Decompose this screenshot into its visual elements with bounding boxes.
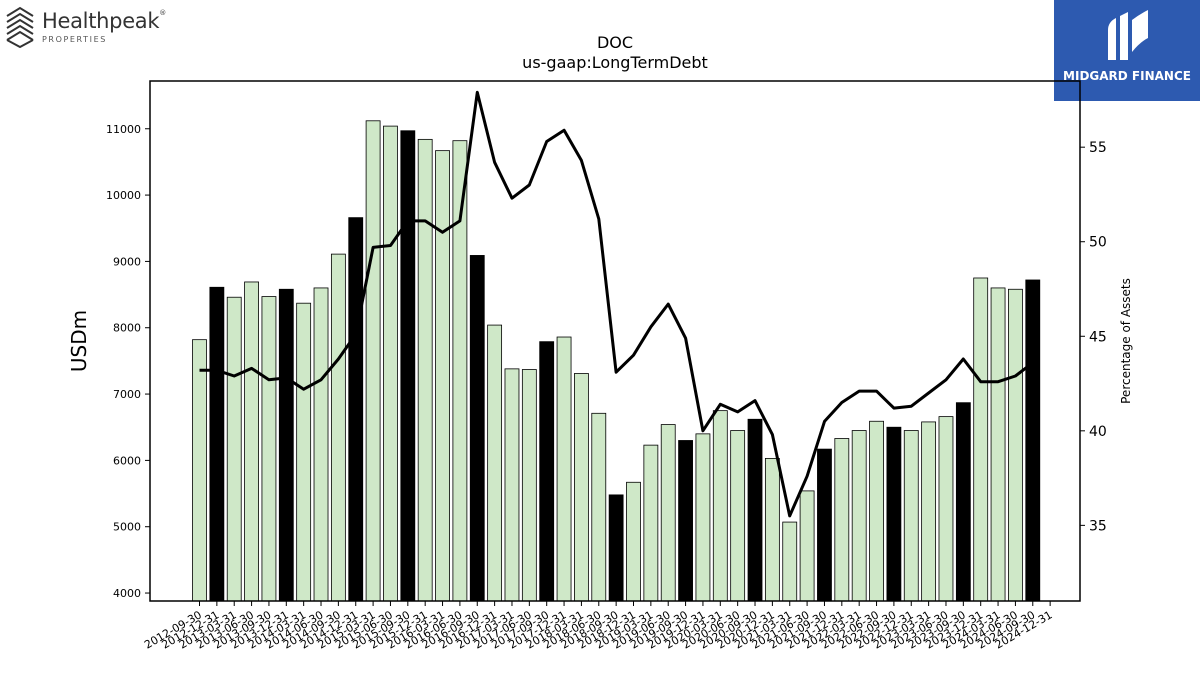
bar [712,410,728,602]
bar [973,277,989,602]
y2-axis-ticks: 35 40 45 50 55 [1080,140,1107,534]
bar [608,494,624,602]
bar [1025,279,1041,602]
bar [626,481,641,602]
bar [226,296,242,602]
bar [678,440,693,602]
bar [556,336,572,602]
y-tick-label: 5000 [113,521,141,534]
line-series [199,90,1034,518]
healthpeak-brand-text: Healthpeak® [42,9,166,33]
bar [504,368,520,602]
bar [817,448,832,602]
bar [851,430,867,602]
healthpeak-sub-text: PROPERTIES [42,35,107,44]
chart-title: DOC [597,33,633,52]
bar [469,255,485,602]
bar [278,288,294,602]
bar [417,138,433,602]
bar [1008,288,1023,602]
y-tick-label: 11000 [106,123,141,136]
bar [643,444,659,602]
bar [330,253,346,602]
plot-frame [149,80,1081,602]
bar [591,412,607,602]
y2-axis-label: Percentage of Assets [1119,278,1133,404]
y-tick-label: 10000 [106,189,141,202]
bar [764,457,780,602]
y2-tick-label: 45 [1089,329,1107,345]
y-tick-label: 9000 [113,255,141,268]
y-axis-ticks: 4000 5000 6000 7000 8000 9000 10000 11000 [106,123,150,600]
bar [244,281,259,602]
bar [435,150,450,602]
bar [938,416,954,602]
bar [955,402,971,602]
bar [521,369,537,602]
healthpeak-logo: Healthpeak® PROPERTIES [4,4,174,49]
y2-tick-label: 55 [1089,140,1107,156]
y-tick-label: 6000 [113,454,141,467]
bar [192,339,207,602]
bar [921,421,937,602]
bar [660,424,676,602]
bar [209,286,225,602]
y-tick-label: 4000 [113,587,141,600]
bar [782,521,798,602]
y2-tick-label: 50 [1089,235,1107,251]
bar [400,130,416,602]
x-axis-ticks: 2012-09-302012-12-312013-03-312013-06-30… [142,601,1055,652]
bar [574,373,589,602]
bar [348,217,364,602]
bar [261,296,277,602]
midgard-logo: MIDGARD FINANCE [1054,0,1200,101]
bar [487,324,503,602]
y2-tick-label: 35 [1089,518,1107,534]
bar [695,433,711,602]
line-path [199,90,1034,518]
y-axis-label: USDm [67,310,91,372]
y2-tick-label: 40 [1089,424,1107,440]
bar [747,418,763,602]
bar [730,430,746,602]
bar [834,438,850,602]
midgard-name: MIDGARD FINANCE [1063,69,1191,83]
bar-series [192,120,1041,602]
bar [383,125,398,602]
bar [296,302,312,602]
bar [869,420,884,602]
healthpeak-mark-icon [6,6,34,49]
bar [799,490,815,602]
bar [313,287,329,602]
midgard-mark-icon [1108,10,1148,60]
bar [365,120,381,602]
bar [886,426,902,602]
bar [990,287,1006,602]
bar [539,341,555,602]
y-tick-label: 8000 [113,322,141,335]
y-tick-label: 7000 [113,388,141,401]
bar [903,430,919,602]
chart-subtitle: us-gaap:LongTermDebt [522,53,708,72]
